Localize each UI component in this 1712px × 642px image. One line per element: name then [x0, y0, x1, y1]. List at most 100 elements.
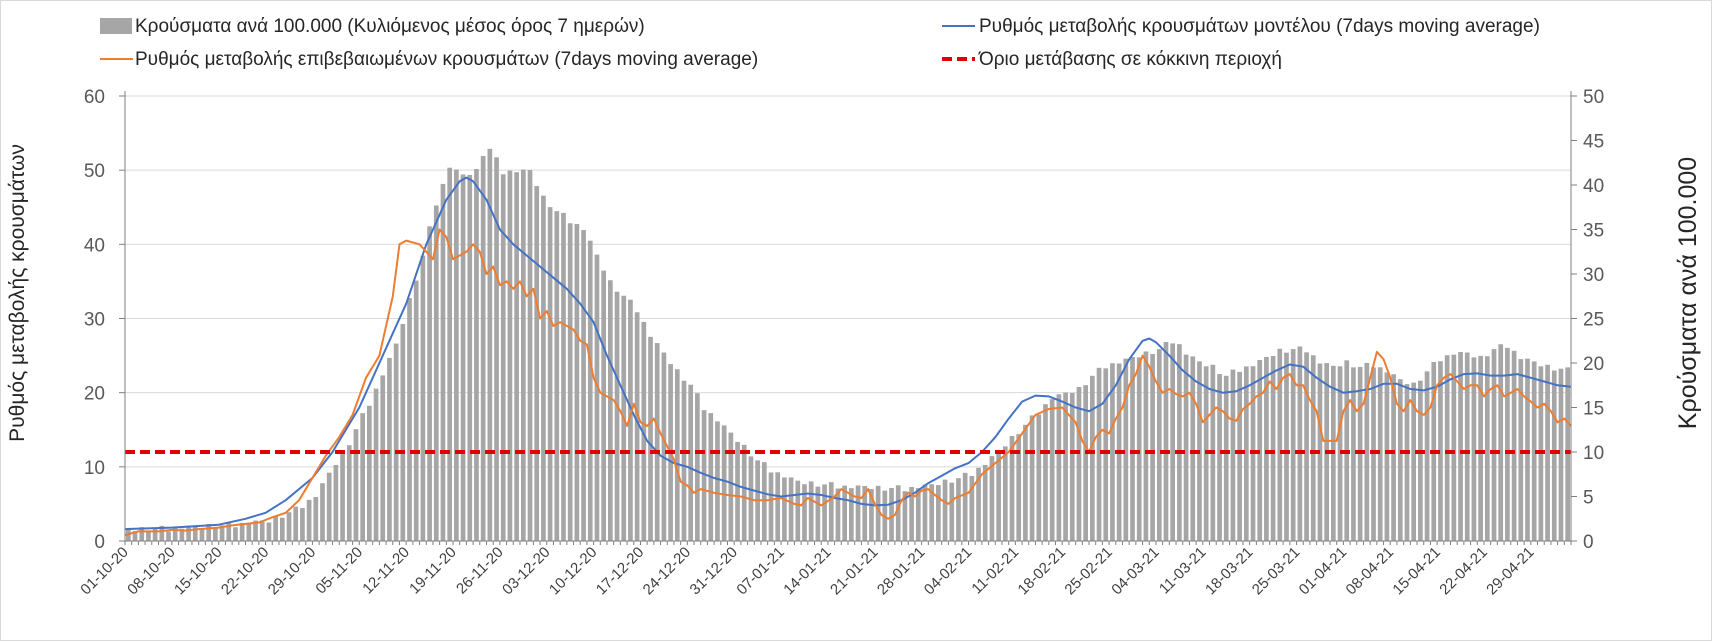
left-axis-title: Ρυθμός μεταβολής κρουσμάτων	[6, 144, 29, 442]
bar	[1471, 357, 1477, 541]
bar	[346, 445, 352, 541]
bar	[1143, 351, 1149, 541]
confirmed-rate-line	[124, 228, 1572, 537]
bar	[1545, 364, 1550, 541]
x-tick-label: 19-11-20	[406, 544, 460, 598]
bar	[614, 291, 620, 541]
bar	[360, 413, 365, 541]
bar	[822, 484, 827, 541]
bar	[507, 170, 513, 541]
bar	[601, 270, 606, 541]
bar	[1351, 367, 1356, 541]
legend: Κρούσματα ανά 100.000 (Κυλιόμενος μέσος …	[100, 16, 1540, 70]
x-tick-label: 29-04-21	[1483, 544, 1537, 598]
bar	[273, 515, 278, 541]
x-tick-label: 11-03-21	[1156, 544, 1210, 598]
legend-item-model-line[interactable]: Ρυθμός μεταβολής κρουσμάτων μοντέλου (7d…	[942, 16, 1540, 37]
bar	[1451, 354, 1457, 541]
bar	[849, 488, 854, 541]
bar	[1009, 435, 1015, 541]
bar	[855, 485, 861, 541]
x-tick-label: 28-01-21	[874, 544, 928, 598]
bar	[634, 312, 640, 541]
bar	[949, 482, 955, 541]
bar	[447, 167, 453, 541]
x-tick-label: 12-11-20	[359, 544, 413, 598]
bar	[1029, 415, 1035, 541]
bar	[1464, 352, 1470, 541]
bar	[808, 481, 814, 541]
bar	[875, 485, 881, 541]
x-tick-label: 08-04-21	[1343, 544, 1397, 598]
bar	[226, 522, 232, 541]
bar	[494, 157, 499, 542]
x-tick-label: 24-12-20	[640, 544, 694, 598]
x-tick-label: 11-02-21	[968, 544, 1022, 598]
bar	[976, 467, 981, 541]
bar	[795, 480, 801, 541]
bar	[1384, 372, 1390, 541]
bar	[842, 485, 847, 541]
legend-item-threshold[interactable]: Όριο μετάβασης σε κόκκινη περιοχή	[942, 49, 1282, 70]
right-tick-label: 0	[1583, 532, 1594, 553]
bar	[407, 298, 412, 541]
bar	[1217, 374, 1222, 541]
bar	[815, 486, 821, 541]
legend-item-confirmed-line[interactable]: Ρυθμός μεταβολής επιβεβαιωμένων κρουσμάτ…	[100, 49, 758, 70]
bar	[172, 527, 178, 541]
right-tick-label: 15	[1583, 399, 1604, 420]
bar	[574, 223, 580, 541]
bar	[721, 425, 727, 541]
bar	[520, 169, 526, 541]
bar	[541, 195, 546, 541]
bar	[1264, 356, 1269, 541]
bar	[581, 230, 586, 541]
bar	[387, 357, 392, 541]
bar	[768, 472, 774, 541]
bar	[989, 456, 995, 541]
bar	[1130, 356, 1135, 541]
bar	[594, 254, 600, 541]
bar	[1438, 361, 1443, 541]
bar	[915, 488, 921, 541]
legend-item-bars[interactable]: Κρούσματα ανά 100.000 (Κυλιόμενος μέσος …	[100, 16, 645, 37]
bar	[166, 531, 171, 541]
bar	[1424, 371, 1430, 541]
bar	[1531, 361, 1537, 541]
bar	[1063, 392, 1068, 541]
left-tick-label: 10	[84, 458, 105, 479]
x-tick-label: 17-12-20	[593, 544, 647, 598]
bar	[895, 485, 901, 541]
bar	[427, 226, 432, 541]
bar	[1096, 367, 1102, 541]
bar	[1511, 350, 1517, 541]
bar	[681, 380, 687, 541]
bar	[1364, 362, 1370, 541]
bar	[1558, 368, 1564, 541]
bar	[152, 528, 158, 541]
bar	[909, 486, 914, 541]
bar	[474, 168, 479, 542]
bar	[1491, 349, 1497, 541]
bar	[1411, 382, 1417, 541]
bar	[1505, 347, 1510, 541]
bar	[400, 324, 406, 541]
bar	[326, 472, 332, 541]
line-series	[124, 176, 1572, 537]
bar	[1270, 356, 1276, 541]
bar	[1478, 355, 1483, 541]
bar	[340, 450, 345, 541]
bar	[146, 531, 151, 541]
bar	[1551, 370, 1557, 541]
bar	[929, 484, 935, 541]
left-tick-label: 50	[84, 161, 105, 182]
right-tick-label: 25	[1583, 310, 1604, 331]
bar	[1498, 344, 1504, 541]
bar	[1371, 367, 1376, 541]
bar	[1163, 341, 1169, 541]
x-tick-label: 04-02-21	[921, 544, 975, 598]
bar	[735, 441, 740, 541]
bar	[313, 497, 319, 541]
bar	[1123, 358, 1129, 541]
